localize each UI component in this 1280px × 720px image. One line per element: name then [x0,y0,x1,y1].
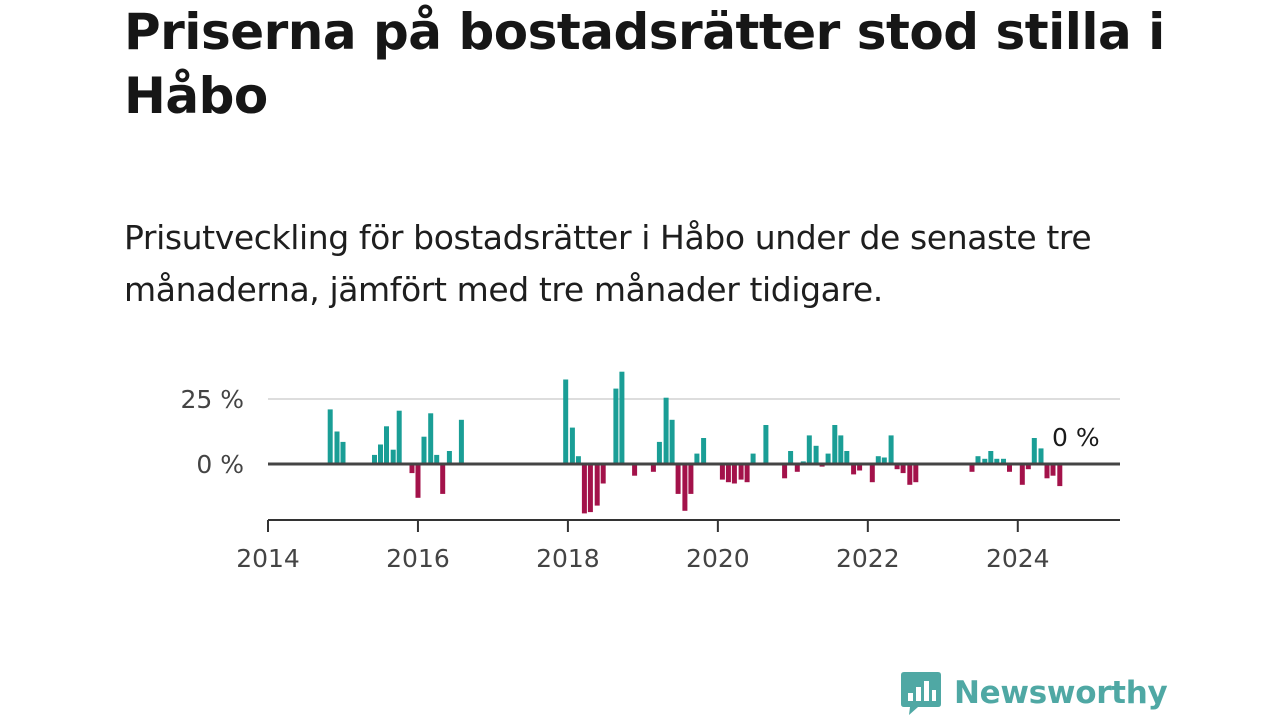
bar [613,388,619,464]
bar [907,464,913,485]
bar [575,456,581,464]
bar [1038,448,1044,464]
bar [619,371,625,464]
bar [688,464,694,494]
bar [750,453,756,464]
bar [656,441,662,464]
bar [813,445,819,464]
bar [857,464,863,471]
bar [372,454,377,464]
bars [327,371,1063,514]
bar [396,410,402,464]
bar [390,449,396,464]
bar [725,464,731,483]
bar [701,438,707,464]
bar [1025,464,1031,470]
bar [1044,464,1050,479]
bar [875,456,881,464]
x-tick-label: 2018 [536,544,600,573]
bar [409,464,415,474]
bar [744,464,750,483]
bar [440,464,446,494]
bar [869,464,875,483]
bar [969,464,975,472]
bar [446,451,452,464]
bar [334,431,340,464]
x-tick-label: 2014 [236,544,300,573]
bar [1057,464,1063,487]
bar [738,464,744,480]
bar [384,426,389,464]
bar [888,435,894,464]
bar [650,464,656,472]
bar [587,464,593,513]
bar [894,464,900,470]
bar [458,419,464,464]
brand-name: Newsworthy [954,675,1168,711]
axes [267,462,1120,532]
bar [600,464,606,484]
bar [994,458,1000,464]
labels: 25 % 0 % 2014 2016 2018 2020 2022 2024 0 % [180,385,1099,573]
bar [832,425,838,464]
bar [1007,464,1012,472]
chart-subtitle: Prisutveckling för bostadsrätter i Håbo … [124,218,1092,309]
bar [1019,464,1025,485]
bar [794,464,800,472]
bar [1031,438,1037,464]
bar [825,453,831,464]
bar [675,464,681,494]
bar [731,464,737,484]
bar [851,464,857,475]
bar [782,464,788,479]
bar [788,451,794,464]
bar [982,458,988,464]
bar [763,425,769,464]
bar [378,444,383,464]
bar [881,457,887,464]
x-tick-label: 2022 [836,544,900,573]
bar [838,435,844,464]
brand-logo: Newsworthy [900,670,1168,716]
y-tick-label: 0 % [196,450,244,479]
last-value-label: 0 % [1052,423,1100,452]
bar [975,456,981,464]
page-title: Priserna på bostadsrätter stod stilla i … [124,3,1165,125]
bar [913,464,919,483]
bar [719,464,725,480]
bar [340,441,346,464]
bar [663,397,669,464]
bar [669,419,675,464]
bar [569,427,575,464]
x-tick-label: 2020 [686,544,750,573]
bar [415,464,421,498]
bar [594,464,600,506]
bar [428,413,434,464]
bar [1001,458,1006,464]
bar [581,464,587,514]
newsworthy-logo-icon [901,672,941,715]
bar [327,409,333,464]
x-tick-label: 2016 [386,544,450,573]
bar [632,464,638,476]
bar [434,454,440,464]
bar-chart: 25 % 0 % 2014 2016 2018 2020 2022 2024 0 % [180,371,1120,573]
x-tick-label: 2024 [986,544,1050,573]
bar [844,451,850,464]
y-tick-label: 25 % [180,385,244,414]
bar [682,464,688,511]
bar [988,451,994,464]
bar [1050,464,1056,476]
bar [421,436,427,464]
bar [563,379,569,464]
bar [694,453,700,464]
bar [806,435,812,464]
bar [900,464,906,474]
